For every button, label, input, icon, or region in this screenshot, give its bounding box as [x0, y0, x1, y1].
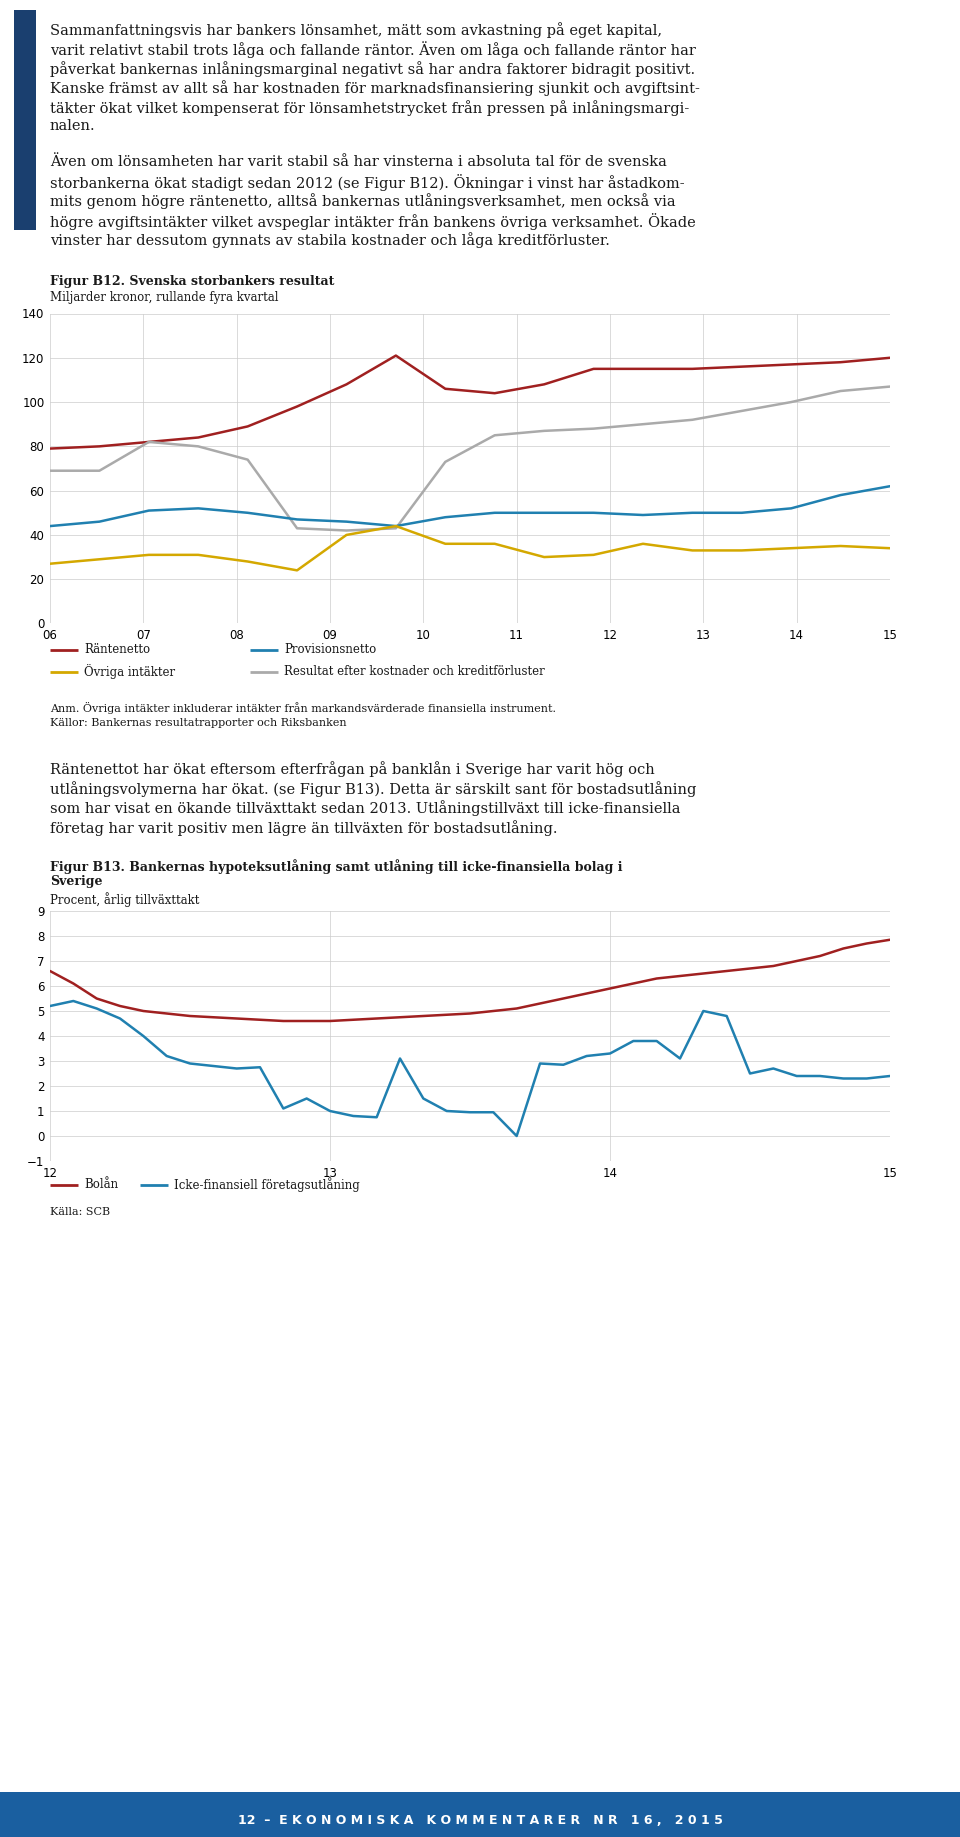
Text: täkter ökat vilket kompenserat för lönsamhetstrycket från pressen på inlåningsma: täkter ökat vilket kompenserat för lönsa…	[50, 99, 689, 116]
Text: Övriga intäkter: Övriga intäkter	[84, 663, 175, 680]
Text: Även om lönsamheten har varit stabil så har vinsterna i absoluta tal för de sven: Även om lönsamheten har varit stabil så …	[50, 154, 667, 169]
Text: Icke-finansiell företagsutlåning: Icke-finansiell företagsutlåning	[174, 1178, 360, 1192]
Text: varit relativt stabil trots låga och fallande räntor. Även om låga och fallande : varit relativt stabil trots låga och fal…	[50, 42, 696, 59]
Text: Källor: Bankernas resultatrapporter och Riksbanken: Källor: Bankernas resultatrapporter och …	[50, 718, 347, 727]
Text: Sverige: Sverige	[50, 874, 103, 887]
Text: påverkat bankernas inlåningsmarginal negativt så har andra faktorer bidragit pos: påverkat bankernas inlåningsmarginal neg…	[50, 61, 695, 77]
Text: Räntenetto: Räntenetto	[84, 643, 150, 656]
Text: storbankerna ökat stadigt sedan 2012 (se Figur B12). Ökningar i vinst har åstadk: storbankerna ökat stadigt sedan 2012 (se…	[50, 175, 684, 191]
Text: Anm. Övriga intäkter inkluderar intäkter från markandsvärderade finansiella inst: Anm. Övriga intäkter inkluderar intäkter…	[50, 702, 556, 713]
Text: Provisionsnetto: Provisionsnetto	[284, 643, 376, 656]
Text: högre avgiftsintäkter vilket avspeglar intäkter från bankens övriga verksamhet. : högre avgiftsintäkter vilket avspeglar i…	[50, 213, 696, 230]
Text: företag har varit positiv men lägre än tillväxten för bostadsutlåning.: företag har varit positiv men lägre än t…	[50, 819, 558, 836]
Text: Procent, årlig tillväxttakt: Procent, årlig tillväxttakt	[50, 893, 200, 907]
Text: Bolån: Bolån	[84, 1179, 118, 1192]
Text: mits genom högre räntenetto, alltså bankernas utlåningsverksamhet, men också via: mits genom högre räntenetto, alltså bank…	[50, 193, 676, 209]
Bar	[0, 1793, 960, 1837]
Text: Kanske främst av allt så har kostnaden för marknadsfinansiering sjunkit och avgi: Kanske främst av allt så har kostnaden f…	[50, 81, 700, 96]
Text: Resultat efter kostnader och kreditförluster: Resultat efter kostnader och kreditförlu…	[284, 665, 544, 678]
Text: Sammanfattningsvis har bankers lönsamhet, mätt som avkastning på eget kapital,: Sammanfattningsvis har bankers lönsamhet…	[50, 22, 662, 39]
Text: Figur B12. Svenska storbankers resultat: Figur B12. Svenska storbankers resultat	[50, 276, 334, 288]
Text: Figur B13. Bankernas hypoteksutlåning samt utlåning till icke-finansiella bolag : Figur B13. Bankernas hypoteksutlåning sa…	[50, 860, 622, 874]
Text: Räntenettot har ökat eftersom efterfrågan på banklån i Sverige har varit hög och: Räntenettot har ökat eftersom efterfråga…	[50, 762, 655, 777]
Text: som har visat en ökande tillväxttakt sedan 2013. Utlåningstillväxt till icke-fin: som har visat en ökande tillväxttakt sed…	[50, 801, 681, 816]
Text: vinster har dessutom gynnats av stabila kostnader och låga kreditförluster.: vinster har dessutom gynnats av stabila …	[50, 233, 610, 248]
Bar	[14, 9, 36, 230]
Text: Miljarder kronor, rullande fyra kvartal: Miljarder kronor, rullande fyra kvartal	[50, 292, 278, 305]
Text: 12  –  E K O N O M I S K A   K O M M E N T A R E R   N R   1 6 ,   2 0 1 5: 12 – E K O N O M I S K A K O M M E N T A…	[237, 1815, 723, 1828]
Text: utlåningsvolymerna har ökat. (se Figur B13). Detta är särskilt sant för bostadsu: utlåningsvolymerna har ökat. (se Figur B…	[50, 781, 696, 797]
Text: nalen.: nalen.	[50, 119, 96, 134]
Text: Källa: SCB: Källa: SCB	[50, 1207, 110, 1216]
